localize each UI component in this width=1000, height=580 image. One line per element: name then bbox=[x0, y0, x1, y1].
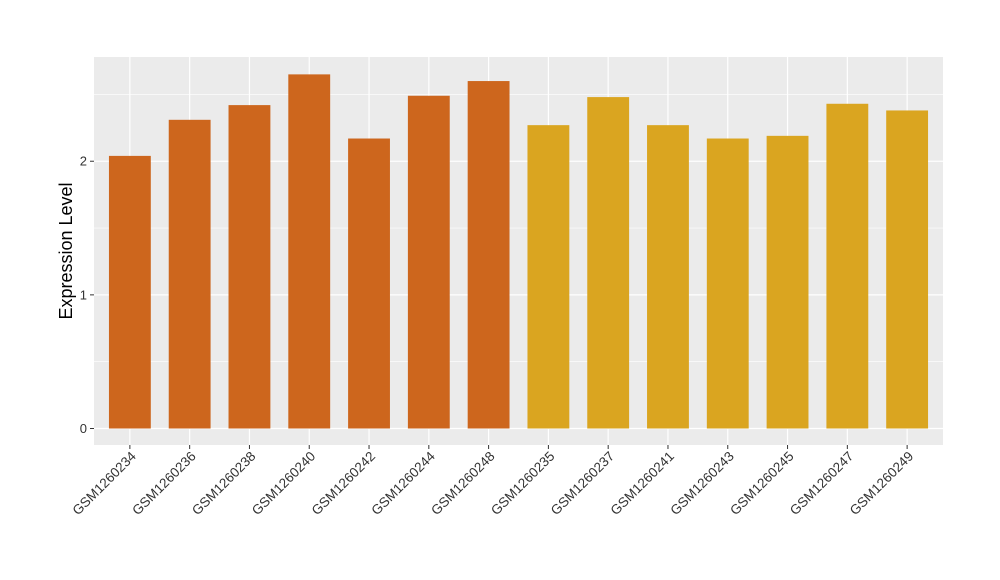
bars bbox=[108, 74, 929, 429]
y-tick-label: 2 bbox=[80, 154, 87, 169]
y-tick-label: 1 bbox=[80, 287, 87, 302]
bar-GSM1260244 bbox=[407, 95, 450, 429]
bar-GSM1260249 bbox=[886, 110, 929, 429]
bar-GSM1260242 bbox=[348, 138, 390, 429]
bar-GSM1260247 bbox=[826, 103, 869, 429]
x-tick-label: GSM1260249 bbox=[847, 449, 917, 519]
y-axis: 0 1 2 bbox=[80, 154, 94, 436]
bar-GSM1260234 bbox=[108, 155, 151, 429]
bar-GSM1260238 bbox=[228, 105, 271, 429]
bar-GSM1260237 bbox=[587, 97, 630, 429]
plot-panel bbox=[94, 57, 943, 445]
bar-GSM1260245 bbox=[766, 135, 809, 429]
y-tick-label: 0 bbox=[80, 421, 87, 436]
bar-GSM1260241 bbox=[647, 125, 689, 429]
x-axis: GSM1260234GSM1260236GSM1260238GSM1260240… bbox=[69, 445, 916, 518]
bar-GSM1260235 bbox=[527, 125, 570, 429]
bar-GSM1260236 bbox=[168, 119, 211, 429]
y-axis-title: Expression Level bbox=[56, 182, 76, 319]
bar-GSM1260243 bbox=[706, 138, 749, 429]
bar-GSM1260248 bbox=[467, 81, 510, 429]
bar-GSM1260240 bbox=[288, 74, 331, 429]
